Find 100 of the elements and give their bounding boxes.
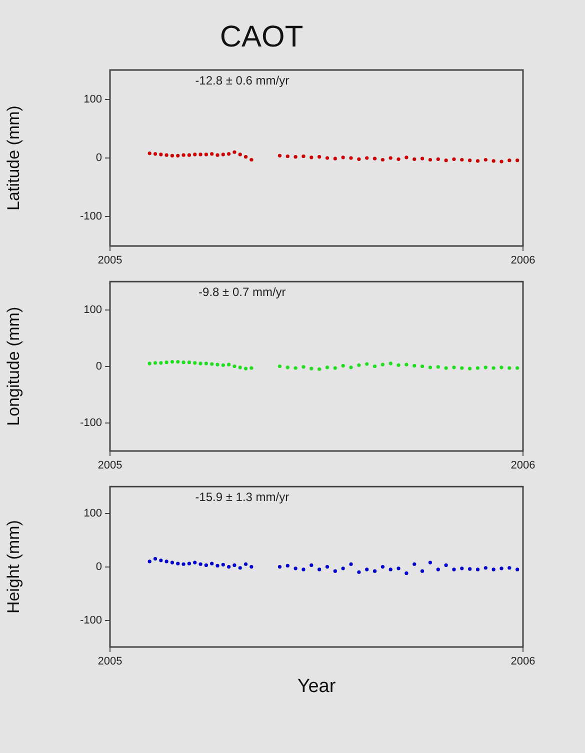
point [221, 562, 225, 566]
point [412, 562, 416, 566]
point [153, 556, 158, 561]
point [404, 156, 408, 160]
point [294, 366, 298, 370]
y-tick-label: 100 [84, 304, 102, 316]
point [436, 365, 440, 369]
point [250, 158, 254, 162]
point [153, 361, 158, 365]
x-axis-title: Year [297, 676, 336, 697]
y-tick-label: -100 [80, 210, 102, 223]
point [278, 364, 282, 368]
y-axis-title: Longitude (mm) [4, 306, 23, 426]
point [193, 361, 197, 365]
point [452, 568, 456, 572]
point [436, 157, 440, 161]
point [404, 571, 408, 576]
point [388, 362, 392, 366]
y-axis-title: Latitude (mm) [4, 106, 23, 210]
point [372, 364, 377, 368]
point [221, 363, 225, 367]
point [428, 366, 432, 370]
y-tick-label: -100 [80, 416, 102, 429]
point [428, 560, 432, 564]
point [365, 568, 369, 572]
point [164, 560, 168, 564]
point [436, 568, 440, 572]
point [238, 366, 242, 370]
point [310, 156, 314, 160]
point [238, 566, 242, 570]
point [210, 562, 214, 566]
point [204, 362, 208, 366]
y-tick-label: 0 [96, 560, 102, 573]
x-tick-label: 2006 [510, 656, 536, 668]
point [232, 563, 236, 567]
point [232, 150, 236, 154]
point [484, 566, 488, 570]
point [176, 360, 180, 364]
point [176, 154, 180, 158]
point [325, 156, 330, 160]
point [216, 564, 220, 568]
point [444, 563, 448, 567]
y-tick-label: 0 [96, 152, 102, 164]
point [232, 364, 236, 368]
point [492, 366, 496, 370]
point [302, 154, 306, 158]
point [372, 569, 377, 573]
point [428, 158, 432, 162]
point [198, 152, 202, 156]
point [210, 152, 214, 156]
point [216, 153, 220, 157]
point [468, 366, 472, 370]
point [357, 157, 361, 161]
point [244, 366, 248, 370]
point [484, 366, 488, 370]
point [310, 366, 314, 370]
point [159, 558, 163, 562]
point [380, 362, 384, 366]
point [286, 366, 290, 370]
point [193, 560, 197, 564]
point [333, 569, 337, 573]
point [148, 152, 152, 156]
point [508, 366, 512, 370]
point [193, 152, 197, 156]
point [516, 366, 520, 370]
point [404, 362, 408, 366]
point [388, 156, 392, 160]
point [420, 569, 424, 573]
y-tick-label: -100 [80, 614, 102, 626]
chart-title: CAOT [220, 20, 304, 54]
point [460, 566, 464, 570]
point [468, 158, 472, 162]
point [148, 362, 152, 366]
point [444, 366, 448, 370]
point [159, 152, 163, 156]
point [198, 562, 202, 566]
point [396, 566, 400, 570]
point [176, 562, 180, 566]
point [357, 570, 361, 574]
point [170, 560, 174, 564]
point [357, 363, 361, 367]
point [310, 563, 314, 567]
point [476, 568, 480, 572]
point [341, 566, 345, 570]
point [508, 158, 512, 162]
point [388, 568, 392, 572]
point [227, 152, 231, 156]
point [500, 366, 504, 370]
point [170, 360, 174, 364]
point [452, 366, 456, 370]
point [182, 562, 186, 566]
point [204, 563, 208, 567]
point [492, 568, 496, 572]
point [365, 156, 369, 160]
point [318, 367, 322, 371]
point [250, 366, 254, 370]
point [302, 365, 306, 369]
point [216, 362, 220, 366]
point [341, 156, 345, 160]
point [210, 362, 214, 366]
